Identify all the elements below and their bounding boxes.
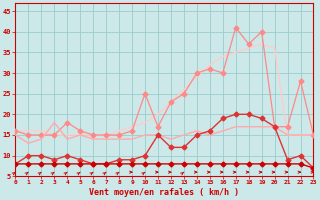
X-axis label: Vent moyen/en rafales ( km/h ): Vent moyen/en rafales ( km/h ) <box>90 188 239 197</box>
